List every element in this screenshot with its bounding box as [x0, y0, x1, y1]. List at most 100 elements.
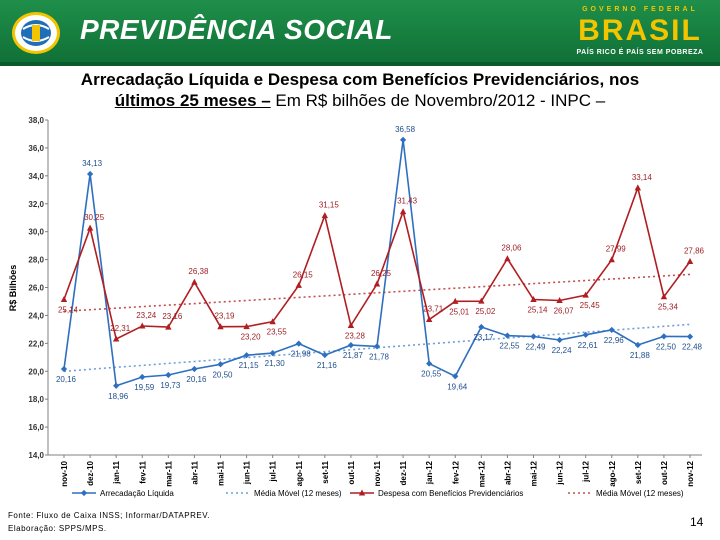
globe-icon	[21, 20, 51, 46]
x-tick-label: nov-12	[686, 460, 695, 486]
x-tick-label: jun-11	[243, 460, 252, 485]
arrecadacao-label: 23,17	[473, 333, 494, 342]
arrecadacao-label: 20,55	[421, 370, 442, 379]
x-tick-label: mai-11	[217, 460, 226, 485]
x-tick-label: set-11	[321, 460, 330, 483]
arrecadacao-point	[373, 343, 381, 350]
x-tick-label: jun-12	[556, 460, 565, 485]
arrecadacao-label: 22,49	[525, 342, 546, 351]
y-tick-label: 14,0	[28, 451, 44, 460]
line-chart: 14,0 16,0 18,0 20,0 22,0 24,0 26,0 28,0 30,0 32,0…	[8, 116, 705, 498]
legend-marker	[358, 489, 366, 496]
arrecadacao-point	[530, 333, 537, 340]
arrecadacao-label: 21,16	[317, 361, 338, 370]
despesa-point	[686, 258, 694, 265]
despesa-label: 25,14	[58, 306, 79, 315]
arrecadacao-label: 36,58	[395, 125, 416, 134]
despesa-point	[425, 315, 433, 322]
despesa-point	[608, 256, 615, 263]
x-tick-label: jul-11	[269, 460, 278, 482]
title-bold: Arrecadação Líquida e Despesa com Benefí…	[80, 70, 640, 89]
despesa-point	[660, 293, 668, 300]
despesa-label: 33,14	[632, 173, 653, 182]
despesa-point	[556, 296, 563, 303]
x-tick-label: ago-11	[295, 460, 304, 486]
despesa-label: 23,71	[423, 304, 444, 313]
despesa-point	[86, 224, 94, 231]
header-divider	[0, 62, 720, 66]
arrecadacao-label: 19,64	[447, 382, 468, 391]
despesa-point	[243, 323, 250, 330]
despesa-point	[582, 291, 589, 298]
gov-label: GOVERNO FEDERAL	[582, 6, 698, 13]
y-tick-label: 16,0	[28, 423, 44, 432]
despesa-point	[60, 296, 68, 303]
arrecadacao-label: 19,73	[160, 381, 181, 390]
y-tick-label: 22,0	[28, 339, 44, 348]
data-labels: 20,16 34,13 18,96 19,59 19,73 20,16 20,50 21,15…	[56, 125, 705, 401]
despesa-point	[191, 278, 198, 285]
despesa-point	[112, 335, 120, 342]
brand-title: PREVIDÊNCIA SOCIAL	[80, 14, 393, 45]
despesa-point	[399, 208, 407, 215]
despesa-point	[295, 281, 302, 288]
arrecadacao-label: 21,87	[343, 351, 364, 360]
arrecadacao-label: 21,30	[265, 359, 286, 368]
despesa-point	[321, 212, 329, 219]
arrecadacao-point	[399, 136, 407, 143]
despesa-point	[269, 318, 276, 325]
chart-legend: Arrecadação Líquida Média Móvel (12 meses…	[72, 489, 684, 498]
y-tick-label: 36,0	[28, 144, 44, 153]
x-tick-label: out-11	[347, 460, 356, 484]
legend-label: Despesa com Benefícios Previdenciários	[378, 489, 523, 498]
gov-brasil-logo: BRASIL	[578, 14, 702, 47]
despesa-line	[63, 185, 691, 341]
arrecadacao-label: 21,15	[239, 361, 260, 370]
x-tick-label: dez-11	[399, 460, 408, 485]
despesa-label: 23,16	[162, 312, 183, 321]
despesa-label: 22,31	[110, 324, 131, 333]
arrecadacao-point	[478, 323, 485, 331]
arrecadacao-point	[347, 342, 355, 349]
y-tick-label: 24,0	[28, 311, 44, 320]
x-tick-label: dez-10	[86, 460, 95, 485]
arrecadacao-point	[60, 365, 68, 373]
x-tick-label: out-12	[660, 460, 669, 485]
despesa-label: 30,25	[84, 213, 105, 222]
y-axis-title: R$ Bilhões	[8, 265, 18, 312]
arrecadacao-point	[139, 373, 146, 381]
x-tick-label: jul-12	[582, 460, 591, 482]
chart-axes: 14,0 16,0 18,0 20,0 22,0 24,0 26,0 28,0 30,0 32,0…	[8, 116, 702, 487]
arrecadacao-label: 22,61	[578, 341, 599, 350]
arrecadacao-label: 20,16	[56, 375, 77, 384]
arrecadacao-label: 20,16	[186, 375, 207, 384]
header-banner	[0, 0, 720, 66]
arrecadacao-label: 22,96	[604, 336, 625, 345]
despesa-label: 31,43	[397, 197, 418, 206]
arrecadacao-label: 19,59	[134, 383, 155, 392]
despesa-point	[452, 297, 459, 304]
despesa-point	[347, 321, 355, 328]
x-tick-label: ago-12	[608, 460, 617, 486]
x-tick-label: fev-11	[138, 460, 147, 483]
x-tick-label: mar-12	[477, 460, 486, 487]
y-tick-label: 20,0	[28, 367, 44, 376]
arrecadacao-label: 22,24	[552, 346, 573, 355]
arrecadacao-label: 34,13	[82, 159, 103, 168]
despesa-label: 27,99	[606, 245, 627, 254]
y-tick-label: 34,0	[28, 172, 44, 181]
footer-source: Fonte: Fluxo de Caixa INSS; Informar/DAT…	[8, 511, 211, 520]
arrecadacao-label: 18,96	[108, 392, 129, 401]
x-tick-label: set-12	[634, 460, 643, 484]
arrecadacao-point	[191, 365, 198, 373]
y-tick-label: 18,0	[28, 395, 44, 404]
despesa-label: 25,01	[449, 307, 470, 316]
arrecadacao-point	[660, 333, 668, 340]
arrecadacao-label: 20,50	[212, 370, 233, 379]
arrecadacao-point	[217, 361, 224, 368]
x-tick-label: abr-12	[503, 460, 512, 485]
despesa-label: 23,28	[345, 331, 366, 340]
despesa-point	[478, 297, 485, 304]
despesa-label: 25,02	[475, 307, 496, 316]
y-tick-label: 28,0	[28, 256, 44, 265]
